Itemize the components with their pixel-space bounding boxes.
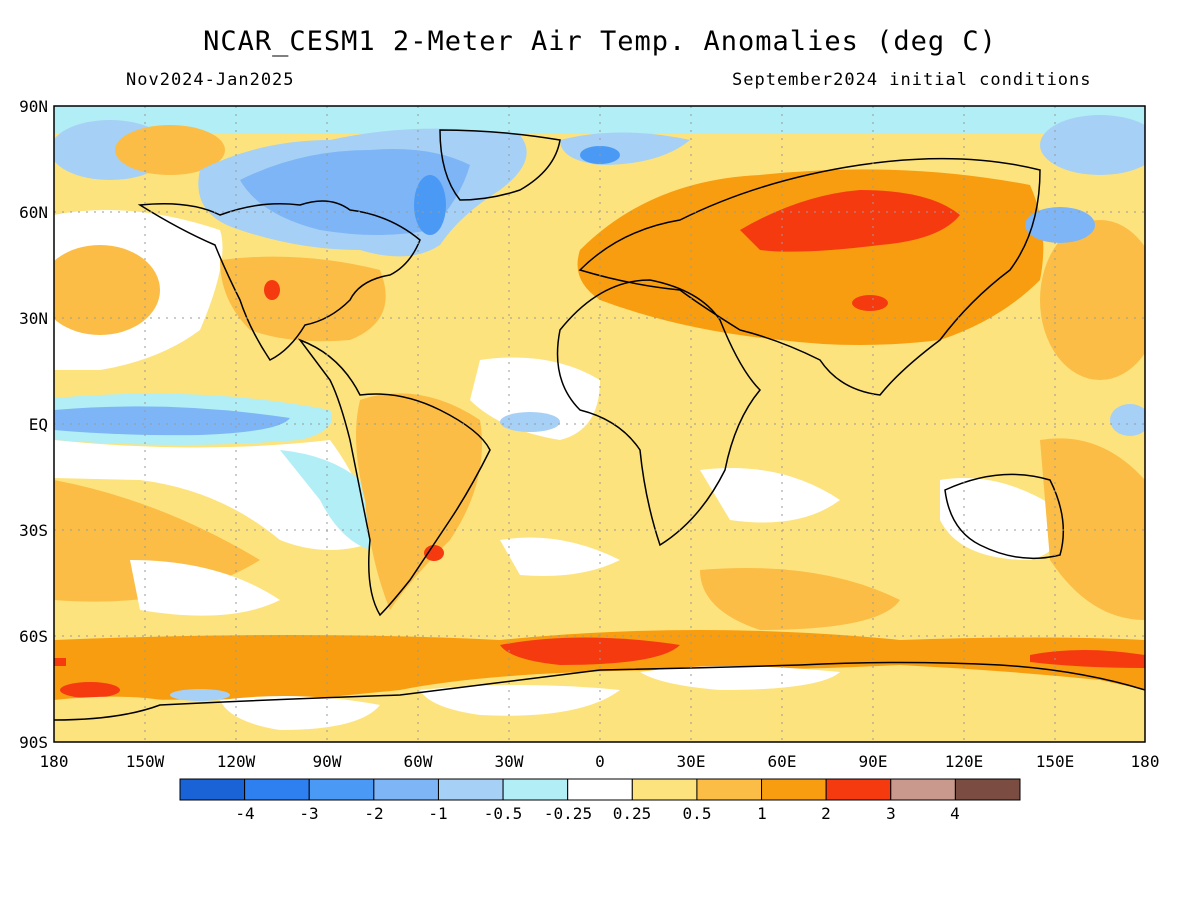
anomaly-region [280,450,370,550]
colorbar-swatch [567,778,633,801]
lon-tick-label: 150E [1036,752,1075,771]
anomaly-field [54,106,1145,742]
coastline-antarctica [54,661,1145,721]
lon-tick-label: 30E [677,752,706,771]
anomaly-region [356,393,482,610]
anomaly-region [130,560,280,616]
anomaly-region [170,689,230,701]
colorbar-swatch [825,778,892,801]
anomaly-region [420,685,620,716]
forecast-period: Nov2024-Jan2025 [126,70,295,90]
colorbar-swatch [437,778,504,801]
anomaly-region [414,175,446,235]
lat-tick-label: 60S [19,627,48,646]
anomaly-region [54,245,160,335]
anomaly-region [220,256,386,342]
colorbar-label: 0.5 [683,804,712,823]
colorbar-swatch [244,778,310,801]
lat-tick-label: 30N [19,309,48,328]
lat-tick-label: 90N [19,97,48,116]
coastline-greenland [439,129,561,201]
lat-tick-label: 90S [19,733,48,752]
anomaly-region [1110,404,1145,436]
lon-tick-label: 90W [313,752,342,771]
coastline-australia [944,473,1065,560]
anomaly-region [424,545,444,561]
map-title: NCAR_CESM1 2-Meter Air Temp. Anomalies (… [203,26,997,57]
colorbar-swatch [179,778,246,801]
colorbar-label: 4 [950,804,960,823]
anomaly-region [54,406,290,436]
colorbar-label: -2 [364,804,383,823]
anomaly-region [700,468,840,523]
anomaly-region [640,666,840,690]
anomaly-region [500,537,620,576]
anomaly-region [264,280,280,300]
anomaly-region [115,125,225,175]
colorbar-label: -1 [428,804,447,823]
anomaly-region [240,149,470,235]
colorbar-swatch [890,778,956,801]
anomaly-region [54,658,66,666]
anomaly-region [700,568,900,630]
colorbar-swatch [954,778,1021,801]
coastline-africa [556,279,762,547]
anomaly-region [1025,207,1095,243]
lat-tick-label: EQ [29,415,48,434]
colorbar-swatch [308,778,375,801]
colorbar-swatches [179,778,1021,801]
lat-tick-label: 60N [19,203,48,222]
latitude-axis: 90N 60N 30N EQ 30S 60S 90S [19,97,48,752]
colorbar-swatch [631,778,698,801]
lon-tick-label: 120W [217,752,256,771]
colorbar-label: 3 [886,804,896,823]
coastline-eurasia [578,157,1041,396]
anomaly-region [1040,115,1145,175]
anomaly-region [740,190,960,252]
colorbar-label: -0.25 [544,804,592,823]
colorbar-labels: -4 -3 -2 -1 -0.5 -0.25 0.25 0.5 1 2 3 4 [235,804,959,823]
colorbar-swatch [761,778,827,801]
anomaly-region [852,295,888,311]
coastline-south-america [297,338,491,617]
lat-tick-label: 30S [19,521,48,540]
anomaly-region [60,682,120,698]
longitude-axis: 180 150W 120W 90W 60W 30W 0 30E 60E 90E … [40,752,1160,771]
anomaly-region [220,696,380,730]
anomaly-region [1040,438,1145,620]
lon-tick-label: 90E [859,752,888,771]
lon-tick-label: 0 [595,752,605,771]
colorbar-swatch [502,778,569,801]
anomaly-region [54,106,1145,134]
colorbar-swatch [696,778,763,801]
plot-frame [53,105,1146,743]
anomaly-region [1040,220,1145,380]
colorbar-label: -4 [235,804,254,823]
colorbar-label: 0.25 [613,804,652,823]
colorbar-label: 1 [757,804,767,823]
anomaly-region [500,637,680,665]
coastlines [54,129,1145,721]
lon-tick-label: 180 [1131,752,1160,771]
coastline-north-america [137,200,421,361]
colorbar-label: 2 [821,804,831,823]
lon-tick-label: 60E [768,752,797,771]
graticule [54,106,1145,742]
lon-tick-label: 180 [40,752,69,771]
lon-tick-label: 60W [404,752,433,771]
lon-tick-label: 150W [126,752,165,771]
colorbar-label: -0.5 [484,804,523,823]
lon-tick-label: 120E [945,752,984,771]
colorbar-swatch [373,778,439,801]
colorbar-label: -3 [299,804,318,823]
colorbar: -4 -3 -2 -1 -0.5 -0.25 0.25 0.5 1 2 3 4 [179,778,1021,823]
anomaly-region [1030,650,1145,668]
initial-conditions: September2024 initial conditions [732,70,1092,90]
anomaly-region [500,412,560,432]
lon-tick-label: 30W [495,752,524,771]
